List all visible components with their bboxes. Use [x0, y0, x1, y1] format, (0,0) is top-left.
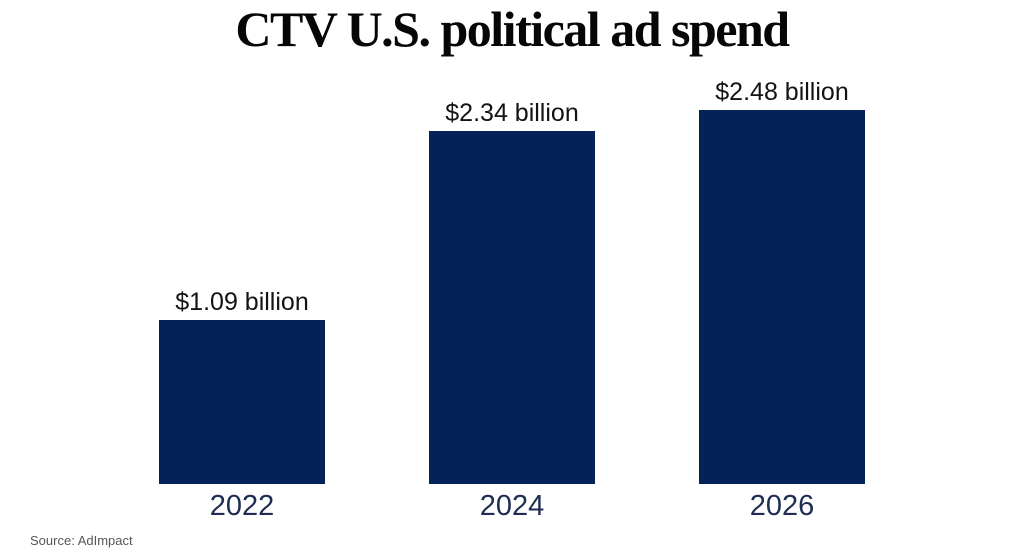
bar-chart-plot-area: $1.09 billion 2022 $2.34 billion 2024 $2.48 …: [159, 77, 865, 521]
bar-2024: [429, 131, 595, 484]
source-attribution: Source: AdImpact: [30, 533, 133, 548]
x-axis-tick-label: 2024: [479, 490, 545, 522]
bar-column-2026: $2.48 billion 2026: [699, 77, 865, 521]
chart-title: CTV U.S. political ad spend: [235, 1, 790, 57]
bar-value-label: $2.48 billion: [715, 77, 849, 106]
bar-column-2024: $2.34 billion 2024: [429, 98, 595, 521]
x-axis-tick-label: 2022: [209, 490, 275, 522]
x-axis-tick-label: 2026: [749, 490, 815, 522]
bar-2026: [699, 110, 865, 484]
bar-value-label: $1.09 billion: [175, 287, 309, 316]
bar-value-label: $2.34 billion: [445, 98, 579, 127]
bar-2022: [159, 320, 325, 484]
bar-column-2022: $1.09 billion 2022: [159, 287, 325, 521]
